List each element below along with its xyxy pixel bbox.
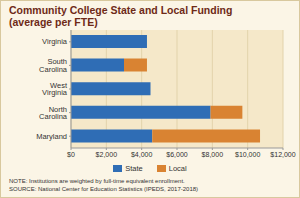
html-text:(average per FTE): (average per FTE) <box>9 16 98 28</box>
svg-text:Maryland: Maryland <box>36 132 67 141</box>
svg-text:$0: $0 <box>67 151 75 158</box>
html-text:NOTE: Institutions are weighte: NOTE: Institutions are weighted by full-… <box>9 178 185 184</box>
svg-text:NorthCarolina: NorthCarolina <box>39 105 68 122</box>
svg-text:$2,000: $2,000 <box>96 151 118 158</box>
svg-text:$12,000: $12,000 <box>270 151 292 158</box>
html-text:Local: Local <box>168 164 187 173</box>
svg-text:$8,000: $8,000 <box>202 151 224 158</box>
svg-text:WestVirginia: WestVirginia <box>42 81 68 98</box>
svg-text:$4,000: $4,000 <box>131 151 153 158</box>
html-text:Community College State and Lo: Community College State and Local Fundin… <box>9 4 233 16</box>
html-text:State: State <box>125 164 143 173</box>
svg-text:$6,000: $6,000 <box>166 151 188 158</box>
svg-text:Virginia: Virginia <box>42 37 68 46</box>
svg-text:SouthCarolina: SouthCarolina <box>39 57 68 74</box>
svg-text:$10,000: $10,000 <box>235 151 260 158</box>
html-text:SOURCE: National Center for Ed: SOURCE: National Center for Education St… <box>9 186 199 192</box>
